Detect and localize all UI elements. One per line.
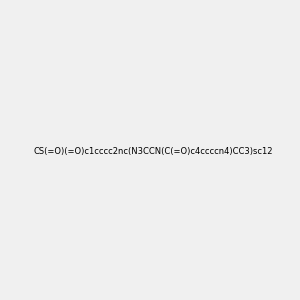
- Text: CS(=O)(=O)c1cccc2nc(N3CCN(C(=O)c4ccccn4)CC3)sc12: CS(=O)(=O)c1cccc2nc(N3CCN(C(=O)c4ccccn4)…: [34, 147, 274, 156]
